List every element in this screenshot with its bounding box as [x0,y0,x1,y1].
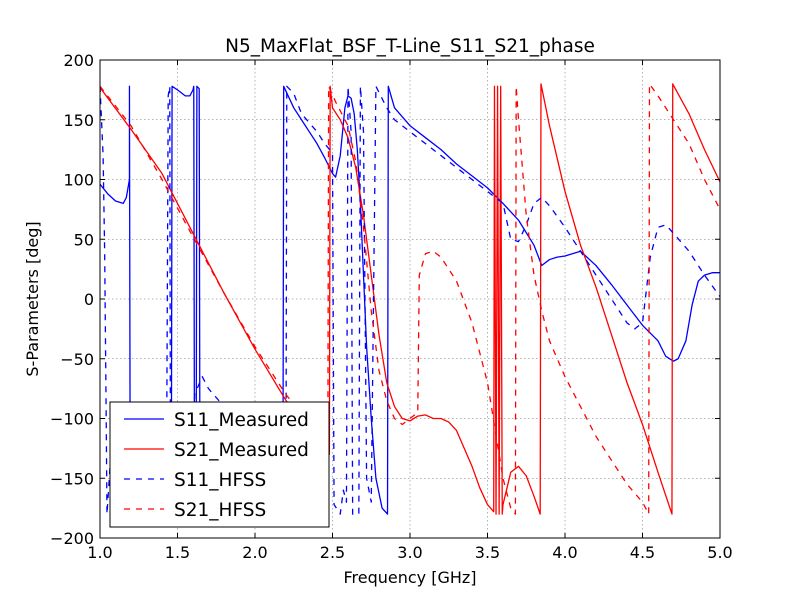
series-layer [100,83,720,515]
legend-entry-label: S21_HFSS [174,500,266,521]
x-tick-label: 3.0 [397,543,422,562]
series-line-s11-hfss [100,85,720,515]
x-tick-label: 1.5 [165,543,190,562]
legend: S11_Measured S21_Measured S11_HFSS S21_HFSS [109,401,330,528]
chart-title: N5_MaxFlat_BSF_T-Line_S11_S21_phase [225,36,595,57]
y-tick-label: 0 [84,290,94,309]
y-tick-label: −50 [60,350,94,369]
x-tick-label: 1.0 [87,543,112,562]
legend-entry-label: S21_Measured [174,440,309,461]
legend-entry-label: S11_Measured [174,410,309,431]
x-tick-label: 3.5 [475,543,500,562]
y-tick-label: 150 [63,111,94,130]
y-tick-label: −200 [50,529,94,548]
y-tick-label: 50 [74,230,94,249]
x-tick-label: 5.0 [707,543,732,562]
x-tick-label: 2.0 [242,543,267,562]
series-line-s11-measured [100,85,720,515]
y-tick-label: −100 [50,410,94,429]
series-line-s21-measured [100,83,720,515]
legend-entry-label: S11_HFSS [174,470,266,491]
legend-box [109,401,330,528]
y-axis-ticks: 200 150 100 50 0 −50 −100 −150 −200 [50,51,720,548]
y-tick-label: −150 [50,469,94,488]
x-axis-ticks: 1.0 1.5 2.0 2.5 3.0 3.5 4.0 4.5 5.0 [87,60,733,562]
x-axis-label: Frequency [GHz] [343,568,476,587]
x-tick-label: 4.5 [630,543,655,562]
series-line-s21-hfss [100,83,720,515]
x-tick-label: 2.5 [320,543,345,562]
y-tick-label: 100 [63,171,94,190]
x-tick-label: 4.0 [552,543,577,562]
y-tick-label: 200 [63,51,94,70]
y-axis-label: S-Parameters [deg] [23,221,42,376]
